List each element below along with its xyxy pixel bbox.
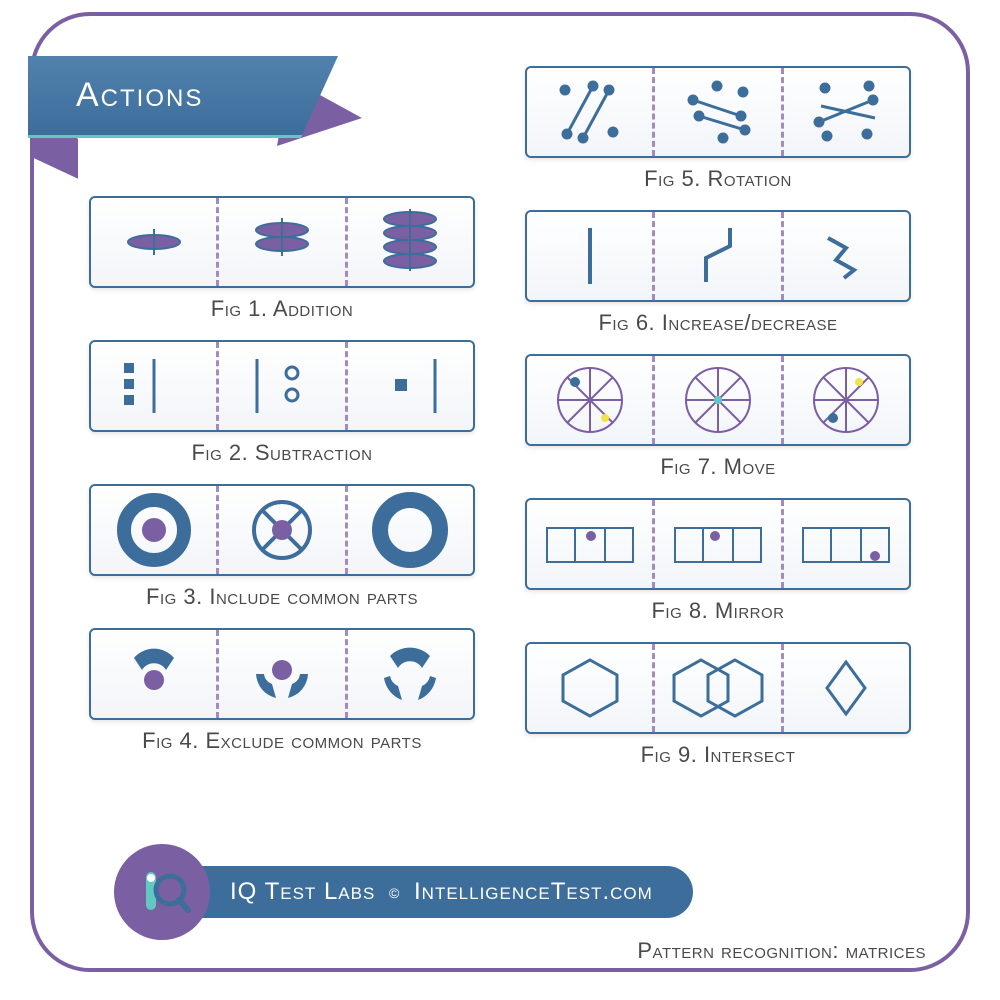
figure-2: Fig 2. Subtraction — [89, 340, 475, 466]
figure-3: Fig 3. Include common parts — [89, 484, 475, 610]
caption-3: Fig 3. Include common parts — [146, 584, 418, 610]
figure-4: Fig 4. Exclude common parts — [89, 628, 475, 754]
caption-4: Fig 4. Exclude common parts — [142, 728, 422, 754]
header-title: Actions — [28, 56, 338, 138]
rotation-cell-1 — [545, 72, 635, 152]
rotation-cell-3 — [801, 72, 891, 152]
subtraction-cell-2 — [232, 351, 332, 421]
incdec-cell-3 — [806, 216, 886, 296]
addition-cell-1 — [114, 217, 194, 267]
move-cell-1 — [545, 360, 635, 440]
caption-5: Fig 5. Rotation — [644, 166, 792, 192]
caption-2: Fig 2. Subtraction — [191, 440, 372, 466]
include-cell-1 — [114, 490, 194, 570]
subtraction-cell-1 — [104, 351, 204, 421]
figure-9: Fig 9. Intersect — [525, 642, 911, 768]
tagline: Pattern recognition: matrices — [637, 938, 926, 964]
intersect-cell-3 — [811, 648, 881, 728]
incdec-cell-1 — [550, 216, 630, 296]
move-cell-2 — [673, 360, 763, 440]
caption-9: Fig 9. Intersect — [641, 742, 796, 768]
intersect-cell-2 — [663, 648, 773, 728]
caption-1: Fig 1. Addition — [211, 296, 353, 322]
logo-icon — [114, 844, 210, 940]
exclude-cell-2 — [242, 634, 322, 714]
figure-1: Fig 1. Addition — [89, 196, 475, 322]
caption-6: Fig 6. Increase/decrease — [598, 310, 837, 336]
caption-8: Fig 8. Mirror — [651, 598, 784, 624]
footer: IQ Test Labs © IntelligenceTest.com — [114, 844, 693, 940]
addition-cell-2 — [237, 212, 327, 272]
subtraction-cell-3 — [360, 351, 460, 421]
caption-7: Fig 7. Move — [660, 454, 775, 480]
main-frame: Actions — [30, 12, 970, 972]
incdec-cell-2 — [678, 216, 758, 296]
figure-6: Fig 6. Increase/decrease — [525, 210, 911, 336]
include-cell-2 — [242, 490, 322, 570]
include-cell-3 — [370, 490, 450, 570]
exclude-cell-3 — [370, 634, 450, 714]
figure-5: Fig 5. Rotation — [525, 66, 911, 192]
mirror-cell-1 — [535, 514, 645, 574]
mirror-cell-2 — [663, 514, 773, 574]
header-ribbon: Actions — [28, 56, 338, 138]
intersect-cell-1 — [545, 648, 635, 728]
rotation-cell-2 — [673, 72, 763, 152]
footer-site: IntelligenceTest.com — [414, 878, 653, 905]
footer-brand: IQ Test Labs — [230, 878, 375, 905]
figure-8: Fig 8. Mirror — [525, 498, 911, 624]
addition-cell-3 — [365, 207, 455, 277]
move-cell-3 — [801, 360, 891, 440]
exclude-cell-1 — [114, 634, 194, 714]
footer-text: IQ Test Labs © IntelligenceTest.com — [170, 866, 693, 918]
figure-7: Fig 7. Move — [525, 354, 911, 480]
mirror-cell-3 — [791, 514, 901, 574]
